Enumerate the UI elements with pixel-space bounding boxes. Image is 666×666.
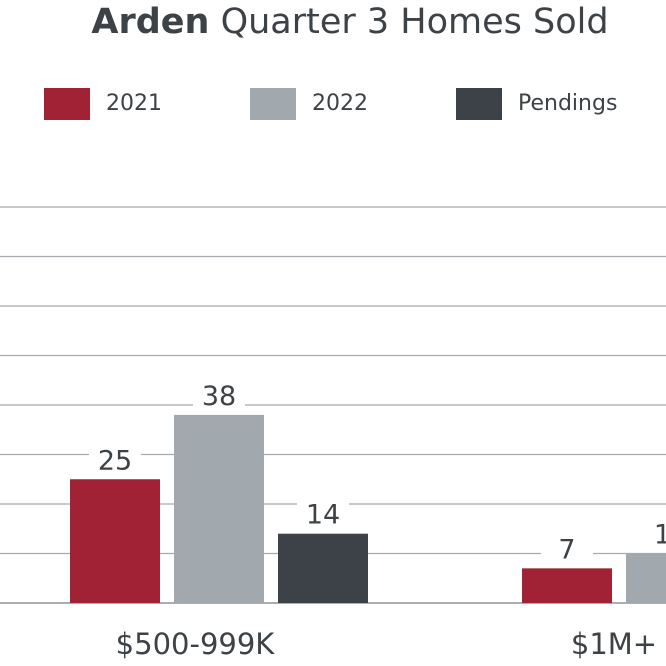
value-label-2021-1: 7: [558, 534, 575, 565]
value-label-bg: [541, 531, 593, 564]
legend-label-2021: 2021: [106, 91, 162, 116]
value-label-bg: [645, 516, 666, 549]
legend-label-pendings: Pendings: [518, 91, 618, 116]
bar-2022-0: [174, 414, 264, 603]
chart-title-bold: Arden: [91, 2, 210, 42]
legend-swatch-2021: [44, 88, 90, 120]
value-label-bg: [193, 377, 245, 410]
bar-pendings-0: [278, 533, 368, 603]
chart-title: Arden Quarter 3 Homes Sold: [0, 0, 666, 44]
value-label-2022-1: 10: [654, 520, 666, 551]
category-label-1: $1M+: [571, 627, 657, 661]
value-label-2021-0: 25: [98, 445, 132, 476]
legend-swatch-2022: [250, 88, 296, 120]
value-label-bg: [89, 442, 141, 475]
value-label-pendings-0: 14: [306, 500, 340, 531]
category-label-0: $500-999K: [116, 627, 276, 661]
value-label-2022-0: 38: [202, 381, 236, 412]
value-label-bg: [297, 496, 349, 529]
bar-2022-1: [626, 553, 666, 603]
bar-2021-1: [522, 568, 612, 603]
chart-title-rest: Quarter 3 Homes Sold: [220, 2, 609, 42]
bar-2021-0: [70, 479, 160, 603]
legend-label-2022: 2022: [312, 91, 368, 116]
legend-swatch-pendings: [456, 88, 502, 120]
